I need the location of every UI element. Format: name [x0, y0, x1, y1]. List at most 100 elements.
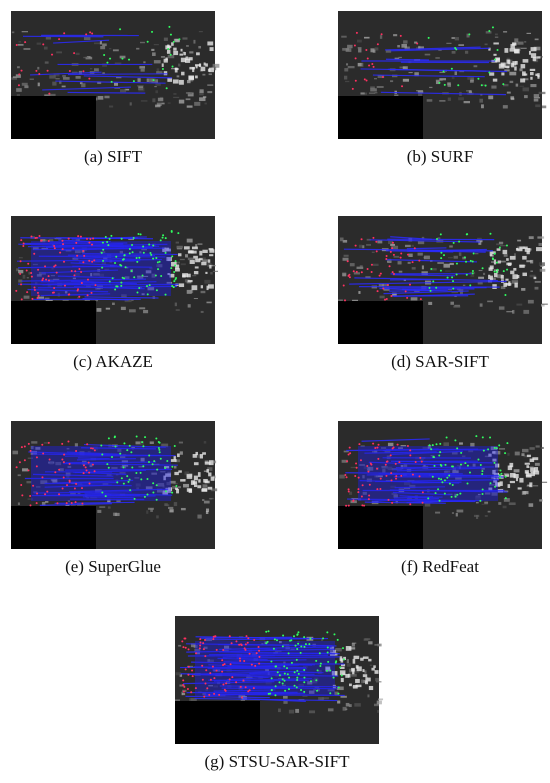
texture [67, 465, 72, 469]
match-line [385, 58, 430, 61]
keypoint [481, 488, 484, 491]
texture [362, 491, 367, 495]
keypoint [123, 442, 126, 445]
texture [204, 460, 209, 463]
keypoint [281, 645, 284, 648]
match-line [41, 269, 118, 274]
texture [359, 265, 363, 267]
texture [161, 102, 165, 105]
texture [75, 238, 79, 241]
keypoint [54, 264, 57, 267]
keypoint [135, 471, 138, 474]
keypoint [413, 247, 416, 250]
keypoint [155, 498, 158, 501]
keypoint [164, 237, 167, 240]
keypoint [380, 33, 383, 36]
keypoint [353, 44, 356, 47]
bright-area [210, 476, 215, 481]
keypoint [158, 448, 161, 451]
keypoint [155, 289, 158, 292]
keypoint [101, 266, 104, 269]
keypoint [267, 630, 270, 633]
keypoint [326, 631, 329, 634]
texture [435, 80, 440, 85]
keypoint [371, 63, 374, 66]
texture [364, 670, 367, 674]
texture [374, 450, 378, 454]
bright-area [516, 274, 520, 279]
keypoint [53, 245, 56, 248]
keypoint [76, 254, 79, 257]
match-line [222, 655, 276, 658]
bright-area [492, 458, 497, 462]
keypoint [29, 494, 32, 497]
texture [157, 482, 165, 487]
texture [513, 469, 520, 473]
keypoint [458, 240, 461, 243]
keypoint [173, 280, 176, 283]
match-line [185, 695, 270, 699]
texture [166, 481, 171, 486]
keypoint [389, 250, 392, 253]
keypoint [131, 244, 134, 247]
texture [173, 482, 178, 485]
texture [204, 279, 211, 284]
keypoint [276, 671, 279, 674]
match-line [393, 466, 437, 471]
keypoint [481, 473, 484, 476]
texture [99, 506, 106, 508]
keypoint [456, 493, 459, 496]
texture [437, 262, 444, 264]
bright-area [194, 64, 201, 67]
keypoint [285, 667, 288, 670]
keypoint [455, 48, 458, 51]
keypoint [110, 234, 113, 237]
texture [378, 698, 384, 701]
bright-area [493, 479, 497, 483]
bright-area [368, 658, 372, 662]
keypoint [428, 444, 431, 447]
blank-region [338, 506, 423, 549]
texture [137, 78, 141, 82]
texture [498, 448, 506, 450]
keypoint [77, 288, 80, 291]
keypoint [126, 475, 129, 478]
keypoint [68, 480, 71, 483]
texture [429, 86, 433, 89]
keypoint [81, 502, 84, 505]
keypoint [199, 641, 202, 644]
keypoint [471, 260, 474, 263]
texture [199, 89, 204, 93]
texture [140, 457, 145, 462]
keypoint [222, 663, 225, 666]
bright-area [188, 488, 193, 493]
keypoint [141, 441, 144, 444]
texture [283, 695, 288, 699]
keypoint [265, 642, 268, 645]
match-cluster [358, 446, 498, 501]
texture [207, 659, 211, 662]
keypoint [141, 274, 144, 277]
bright-area [497, 260, 501, 264]
texture [377, 240, 383, 244]
texture [261, 643, 264, 645]
texture [307, 681, 313, 685]
texture [16, 268, 20, 272]
bright-area [191, 285, 198, 291]
keypoint [182, 683, 185, 686]
keypoint [296, 676, 299, 679]
keypoint [391, 271, 394, 274]
keypoint [272, 647, 275, 650]
bright-area [197, 485, 202, 489]
texture [368, 92, 376, 94]
bright-area [525, 474, 532, 478]
texture [178, 486, 181, 489]
keypoint [131, 251, 134, 254]
keypoint [225, 682, 228, 685]
match-line [212, 669, 324, 674]
texture [164, 503, 168, 507]
keypoint [88, 241, 91, 244]
keypoint [37, 268, 40, 271]
keypoint [138, 286, 141, 289]
keypoint [295, 658, 298, 661]
